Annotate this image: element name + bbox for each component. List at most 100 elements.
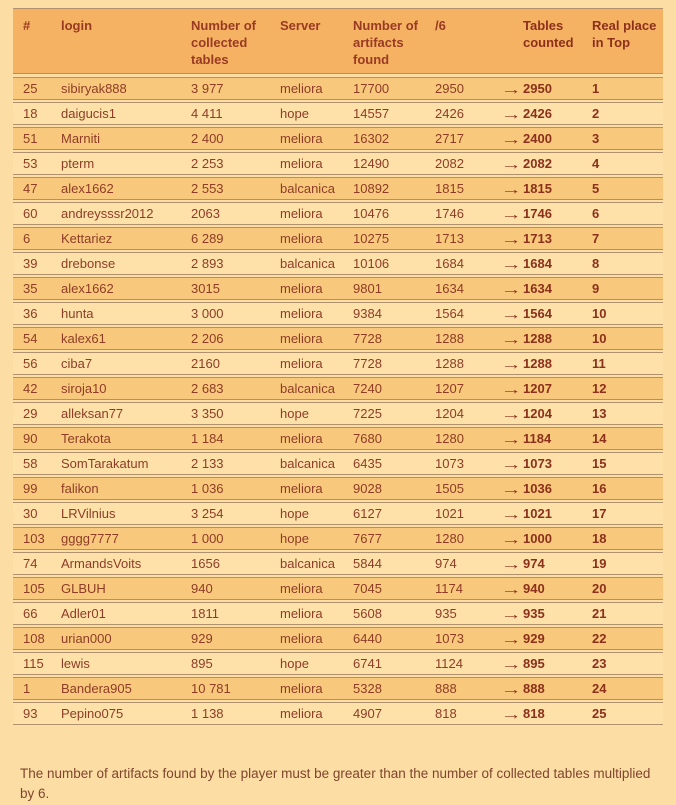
cell-rank-number: 18 xyxy=(13,106,61,121)
cell-div6: 1073 xyxy=(435,631,487,646)
cell-artifacts-found: 17700 xyxy=(353,81,435,96)
cell-rank-number: 115 xyxy=(13,656,61,671)
arrow-right-icon: → xyxy=(487,481,541,497)
table-body: 25 sibiryak888 3 977 meliora 17700 2950 … xyxy=(13,77,663,725)
table-row: 29 alleksan77 3 350 hope 7225 1204 → 120… xyxy=(13,402,663,425)
arrow-right-icon: → xyxy=(487,706,541,722)
cell-artifacts-found: 7680 xyxy=(353,431,435,446)
column-header-login: login xyxy=(61,9,191,35)
cell-artifacts-found: 5328 xyxy=(353,681,435,696)
cell-real-place: 11 xyxy=(592,356,663,371)
cell-real-place: 5 xyxy=(592,181,663,196)
table-row: 30 LRVilnius 3 254 hope 6127 1021 → 1021… xyxy=(13,502,663,525)
cell-artifacts-found: 7240 xyxy=(353,381,435,396)
cell-login: Adler01 xyxy=(61,606,191,621)
cell-collected-tables: 3 977 xyxy=(191,81,280,96)
cell-rank-number: 108 xyxy=(13,631,61,646)
table-row: 74 ArmandsVoits 1656 balcanica 5844 974 … xyxy=(13,552,663,575)
arrow-right-icon: → xyxy=(487,106,541,122)
cell-real-place: 8 xyxy=(592,256,663,271)
cell-real-place: 20 xyxy=(592,581,663,596)
cell-div6: 1746 xyxy=(435,206,487,221)
arrow-right-icon: → xyxy=(487,231,541,247)
cell-server: hope xyxy=(280,506,353,521)
cell-rank-number: 60 xyxy=(13,206,61,221)
cell-login: Kettariez xyxy=(61,231,191,246)
cell-rank-number: 25 xyxy=(13,81,61,96)
cell-collected-tables: 929 xyxy=(191,631,280,646)
table-header-row: # login Number of collected tables Serve… xyxy=(13,8,663,74)
cell-div6: 1174 xyxy=(435,581,487,596)
table-row: 58 SomTarakatum 2 133 balcanica 6435 107… xyxy=(13,452,663,475)
cell-collected-tables: 1811 xyxy=(191,606,280,621)
cell-div6: 1124 xyxy=(435,656,487,671)
table-row: 51 Marniti 2 400 meliora 16302 2717 → 24… xyxy=(13,127,663,150)
table-row: 60 andreysssr2012 2063 meliora 10476 174… xyxy=(13,202,663,225)
cell-artifacts-found: 10476 xyxy=(353,206,435,221)
cell-rank-number: 39 xyxy=(13,256,61,271)
cell-div6: 974 xyxy=(435,556,487,571)
cell-artifacts-found: 6127 xyxy=(353,506,435,521)
table-row: 6 Kettariez 6 289 meliora 10275 1713 → 1… xyxy=(13,227,663,250)
cell-artifacts-found: 16302 xyxy=(353,131,435,146)
cell-collected-tables: 2063 xyxy=(191,206,280,221)
cell-div6: 1684 xyxy=(435,256,487,271)
column-header-server: Server xyxy=(280,9,353,35)
table-row: 99 falikon 1 036 meliora 9028 1505 → 103… xyxy=(13,477,663,500)
cell-real-place: 13 xyxy=(592,406,663,421)
cell-artifacts-found: 9028 xyxy=(353,481,435,496)
cell-login: SomTarakatum xyxy=(61,456,191,471)
cell-server: meliora xyxy=(280,356,353,371)
cell-div6: 2950 xyxy=(435,81,487,96)
cell-collected-tables: 3 000 xyxy=(191,306,280,321)
cell-collected-tables: 6 289 xyxy=(191,231,280,246)
cell-server: meliora xyxy=(280,81,353,96)
cell-rank-number: 29 xyxy=(13,406,61,421)
cell-server: meliora xyxy=(280,706,353,721)
cell-real-place: 10 xyxy=(592,331,663,346)
cell-rank-number: 90 xyxy=(13,431,61,446)
table-row: 47 alex1662 2 553 balcanica 10892 1815 →… xyxy=(13,177,663,200)
cell-div6: 1280 xyxy=(435,531,487,546)
cell-rank-number: 58 xyxy=(13,456,61,471)
table-row: 108 urian000 929 meliora 6440 1073 → 929… xyxy=(13,627,663,650)
table-row: 105 GLBUH 940 meliora 7045 1174 → 940 20 xyxy=(13,577,663,600)
cell-div6: 1564 xyxy=(435,306,487,321)
cell-real-place: 10 xyxy=(592,306,663,321)
cell-server: meliora xyxy=(280,331,353,346)
cell-artifacts-found: 9801 xyxy=(353,281,435,296)
cell-login: Bandera905 xyxy=(61,681,191,696)
cell-login: hunta xyxy=(61,306,191,321)
cell-login: LRVilnius xyxy=(61,506,191,521)
cell-collected-tables: 2 133 xyxy=(191,456,280,471)
table-row: 54 kalex61 2 206 meliora 7728 1288 → 128… xyxy=(13,327,663,350)
cell-div6: 818 xyxy=(435,706,487,721)
cell-div6: 1288 xyxy=(435,331,487,346)
cell-server: meliora xyxy=(280,631,353,646)
cell-collected-tables: 2 253 xyxy=(191,156,280,171)
cell-server: meliora xyxy=(280,231,353,246)
cell-login: siroja10 xyxy=(61,381,191,396)
cell-rank-number: 30 xyxy=(13,506,61,521)
arrow-right-icon: → xyxy=(487,81,541,97)
cell-collected-tables: 1656 xyxy=(191,556,280,571)
arrow-right-icon: → xyxy=(487,206,541,222)
cell-server: hope xyxy=(280,531,353,546)
cell-collected-tables: 1 184 xyxy=(191,431,280,446)
cell-collected-tables: 2 206 xyxy=(191,331,280,346)
cell-real-place: 2 xyxy=(592,106,663,121)
cell-server: meliora xyxy=(280,306,353,321)
cell-rank-number: 54 xyxy=(13,331,61,346)
cell-real-place: 25 xyxy=(592,706,663,721)
cell-server: balcanica xyxy=(280,556,353,571)
cell-div6: 1815 xyxy=(435,181,487,196)
cell-collected-tables: 940 xyxy=(191,581,280,596)
cell-real-place: 16 xyxy=(592,481,663,496)
table-row: 18 daigucis1 4 411 hope 14557 2426 → 242… xyxy=(13,102,663,125)
cell-artifacts-found: 7225 xyxy=(353,406,435,421)
cell-login: alleksan77 xyxy=(61,406,191,421)
column-header-real-place: Real place in Top xyxy=(592,9,663,52)
table-row: 36 hunta 3 000 meliora 9384 1564 → 1564 … xyxy=(13,302,663,325)
cell-real-place: 15 xyxy=(592,456,663,471)
arrow-right-icon: → xyxy=(487,181,541,197)
